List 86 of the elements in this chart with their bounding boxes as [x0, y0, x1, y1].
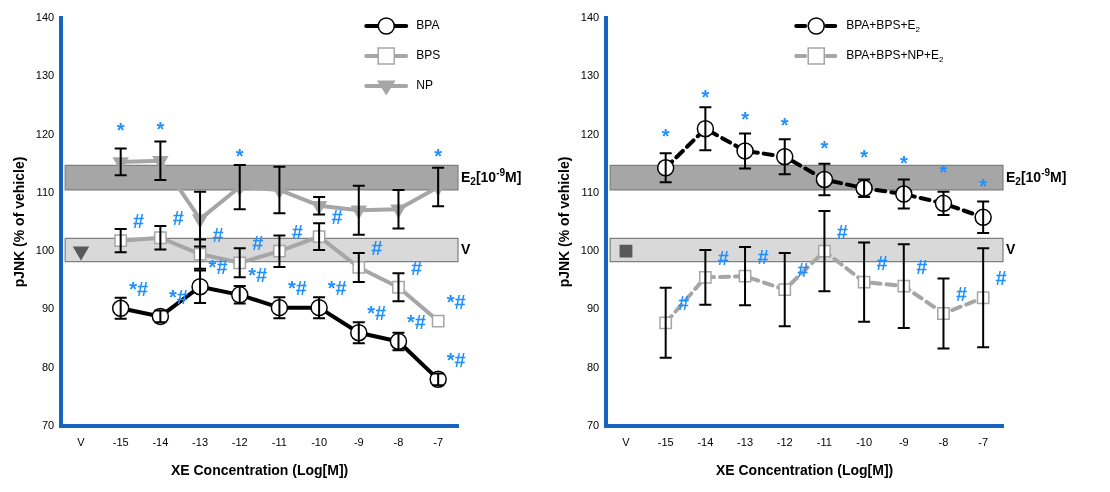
annotation: *: [820, 136, 829, 159]
x-tick-label: -12: [776, 435, 793, 448]
x-tick-label: -8: [938, 435, 949, 448]
y-axis-title: pJNK (% of vehicle): [11, 156, 28, 288]
x-tick-label: -15: [657, 435, 674, 448]
annotation: #: [717, 246, 729, 269]
x-tick-label: -15: [112, 435, 129, 448]
y-tick-label: 100: [35, 244, 55, 257]
y-tick-label: 100: [580, 244, 600, 257]
annotation: #: [252, 232, 264, 255]
x-tick-label: -14: [152, 435, 169, 448]
annotation: #: [678, 292, 690, 315]
x-tick-label: -12: [231, 435, 248, 448]
annotation: *: [661, 125, 670, 148]
y-tick-label: 140: [35, 11, 55, 24]
x-tick-label: -13: [192, 435, 208, 448]
legend-label: NP: [416, 78, 433, 93]
x-axis-title: XE Concentration (Log[M]): [715, 462, 894, 479]
annotation: #: [876, 251, 888, 274]
annotation: *: [979, 174, 988, 197]
annotation: *#: [287, 277, 307, 300]
y-tick-label: 70: [586, 419, 600, 432]
annotation: #: [995, 267, 1007, 290]
legend-label: BPA: [416, 18, 440, 33]
x-tick-label: -14: [697, 435, 714, 448]
annotation: #: [371, 236, 383, 259]
annotation: *#: [208, 256, 228, 279]
annotation: #: [955, 283, 968, 306]
x-tick-label: -11: [816, 435, 832, 448]
x-tick-label: -10: [856, 435, 873, 448]
annotation: *: [741, 108, 750, 131]
annotation: *: [701, 86, 710, 109]
y-tick-label: 120: [35, 127, 55, 140]
point: [73, 246, 89, 260]
annotation: #: [797, 259, 809, 282]
point: [431, 314, 445, 328]
annotation: #: [916, 255, 928, 278]
x-tick-label: -9: [898, 435, 909, 448]
annotation: *: [156, 118, 165, 141]
legend-label: BPS: [416, 48, 441, 63]
annotation: *: [860, 145, 869, 168]
y-tick-label: 80: [41, 360, 55, 373]
annotation: #: [331, 206, 343, 229]
x-tick-label: -13: [737, 435, 753, 448]
annotation: *: [780, 114, 789, 137]
annotation: *#: [446, 290, 466, 313]
annotation: *: [116, 119, 125, 142]
annotation: *: [434, 144, 443, 167]
y-tick-label: 110: [581, 185, 600, 198]
annotation: *#: [407, 311, 426, 333]
x-tick-label: -7: [978, 435, 989, 448]
annotation: #: [291, 220, 303, 243]
band-label: V: [461, 240, 471, 257]
x-tick-label: -10: [311, 435, 328, 448]
y-axis-title: pJNK (% of vehicle): [556, 156, 573, 288]
annotation: *#: [248, 264, 268, 287]
x-tick-label: V: [622, 435, 631, 448]
annotation: *: [899, 151, 908, 174]
x-tick-label: V: [77, 435, 86, 448]
annotation: #: [133, 210, 145, 233]
band-label: V: [1006, 240, 1016, 257]
x-tick-label: -9: [353, 435, 364, 448]
y-tick-label: 130: [35, 69, 55, 82]
annotation: *#: [446, 348, 466, 371]
annotation: *: [235, 144, 244, 167]
y-tick-label: 90: [41, 302, 55, 315]
y-tick-label: 140: [580, 11, 600, 24]
y-tick-label: 70: [41, 419, 55, 432]
annotation: *: [939, 160, 948, 183]
annotation: #: [410, 256, 423, 279]
x-axis-title: XE Concentration (Log[M]): [170, 462, 349, 479]
y-tick-label: 120: [580, 127, 600, 140]
y-tick-label: 130: [580, 69, 600, 82]
x-tick-label: -11: [271, 435, 287, 448]
x-tick-label: -7: [433, 435, 444, 448]
x-tick-label: -8: [393, 435, 404, 448]
annotation: *#: [367, 302, 387, 325]
point: [619, 244, 633, 258]
annotation: #: [836, 220, 848, 243]
annotation: *#: [327, 277, 347, 300]
y-tick-label: 80: [586, 360, 600, 373]
annotation: *#: [129, 277, 149, 300]
annotation: #: [172, 207, 184, 230]
annotation: #: [757, 245, 769, 268]
y-tick-label: 110: [36, 185, 55, 198]
y-tick-label: 90: [586, 302, 600, 315]
